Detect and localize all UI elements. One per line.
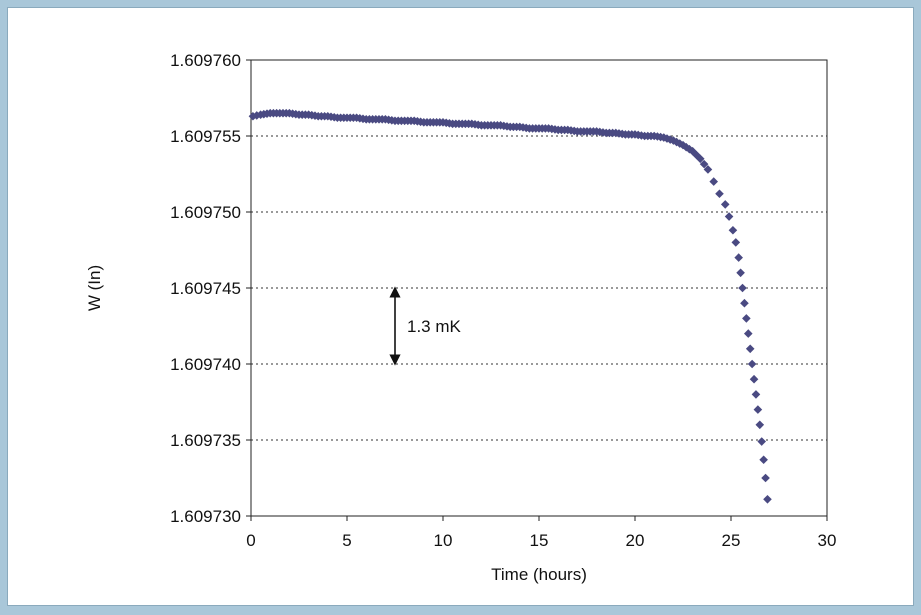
data-series (248, 108, 772, 504)
annotation: 1.3 mK (389, 286, 462, 366)
x-tick-label: 5 (342, 531, 351, 550)
data-point (678, 140, 688, 150)
chart: 0 5 10 15 20 25 30 1.6097301.6097351.6097401.6… (85, 51, 836, 584)
data-point (734, 253, 743, 262)
data-point (751, 390, 761, 399)
x-axis: 0 5 10 15 20 25 30 (246, 516, 836, 550)
data-point (749, 374, 759, 384)
y-tick-label: 1.609750 (170, 203, 241, 222)
data-point (703, 165, 713, 174)
x-tick-label: 25 (722, 531, 741, 550)
data-point (715, 189, 724, 199)
y-tick-label: 1.609760 (170, 51, 241, 70)
x-axis-label: Time (hours) (491, 565, 587, 584)
y-tick-label: 1.609730 (170, 507, 241, 526)
data-point (736, 268, 745, 278)
data-point (738, 283, 747, 293)
annotation-label: 1.3 mK (407, 317, 462, 336)
y-axis-label: W (In) (85, 265, 104, 311)
data-point (761, 473, 770, 483)
data-point (709, 177, 719, 186)
data-point (755, 420, 765, 430)
data-point (742, 314, 751, 323)
data-point (688, 146, 697, 156)
y-tick-label: 1.609755 (170, 127, 241, 146)
data-point (757, 437, 767, 446)
x-tick-label: 0 (246, 531, 255, 550)
x-tick-label: 15 (530, 531, 549, 550)
data-point (728, 225, 738, 235)
y-axis: 1.609730 1.609735 1.609740 1.609745 1.609750… (170, 51, 251, 526)
y-tick-label: 1.609735 (170, 431, 241, 450)
data-point (695, 154, 705, 164)
data-point (763, 494, 772, 504)
data-point (248, 111, 258, 121)
data-point (759, 455, 768, 465)
x-tick-label: 10 (434, 531, 453, 550)
y-tick-label: 1.609740 (170, 355, 241, 374)
chart-frame: 0 5 10 15 20 25 30 1.609730 1.609735 1.609740 1.6… (7, 7, 914, 606)
data-point (753, 405, 763, 414)
data-point (743, 329, 753, 338)
y-tick-label: 1.609745 (170, 279, 241, 298)
data-point (699, 159, 709, 169)
data-point (740, 298, 749, 308)
x-tick-label: 30 (818, 531, 837, 550)
data-point (745, 344, 755, 354)
x-tick-label: 20 (626, 531, 645, 550)
data-point (747, 359, 757, 369)
data-point (720, 200, 730, 209)
data-point (731, 238, 741, 247)
data-point (252, 111, 262, 120)
gridlines (251, 135, 827, 441)
data-point (724, 212, 734, 221)
data-point (672, 137, 681, 147)
